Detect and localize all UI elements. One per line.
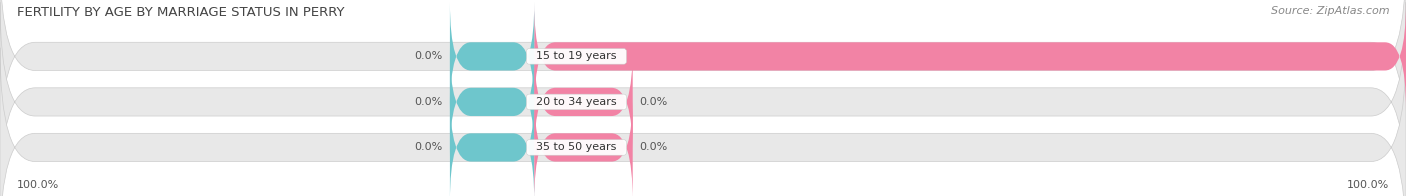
- Text: 20 to 34 years: 20 to 34 years: [529, 97, 624, 107]
- Text: FERTILITY BY AGE BY MARRIAGE STATUS IN PERRY: FERTILITY BY AGE BY MARRIAGE STATUS IN P…: [17, 6, 344, 19]
- Text: 0.0%: 0.0%: [415, 51, 443, 61]
- Text: 0.0%: 0.0%: [640, 142, 668, 152]
- FancyBboxPatch shape: [450, 48, 534, 156]
- FancyBboxPatch shape: [450, 93, 534, 196]
- Text: 35 to 50 years: 35 to 50 years: [529, 142, 624, 152]
- Text: Source: ZipAtlas.com: Source: ZipAtlas.com: [1271, 6, 1389, 16]
- FancyBboxPatch shape: [0, 48, 1406, 196]
- FancyBboxPatch shape: [450, 2, 534, 111]
- FancyBboxPatch shape: [534, 2, 1406, 111]
- Text: 100.0%: 100.0%: [1347, 180, 1389, 190]
- Text: 15 to 19 years: 15 to 19 years: [529, 51, 624, 61]
- FancyBboxPatch shape: [0, 0, 1406, 156]
- Text: 100.0%: 100.0%: [17, 180, 59, 190]
- FancyBboxPatch shape: [534, 48, 633, 156]
- Text: 0.0%: 0.0%: [415, 142, 443, 152]
- FancyBboxPatch shape: [534, 93, 633, 196]
- Text: 0.0%: 0.0%: [415, 97, 443, 107]
- Text: 0.0%: 0.0%: [640, 97, 668, 107]
